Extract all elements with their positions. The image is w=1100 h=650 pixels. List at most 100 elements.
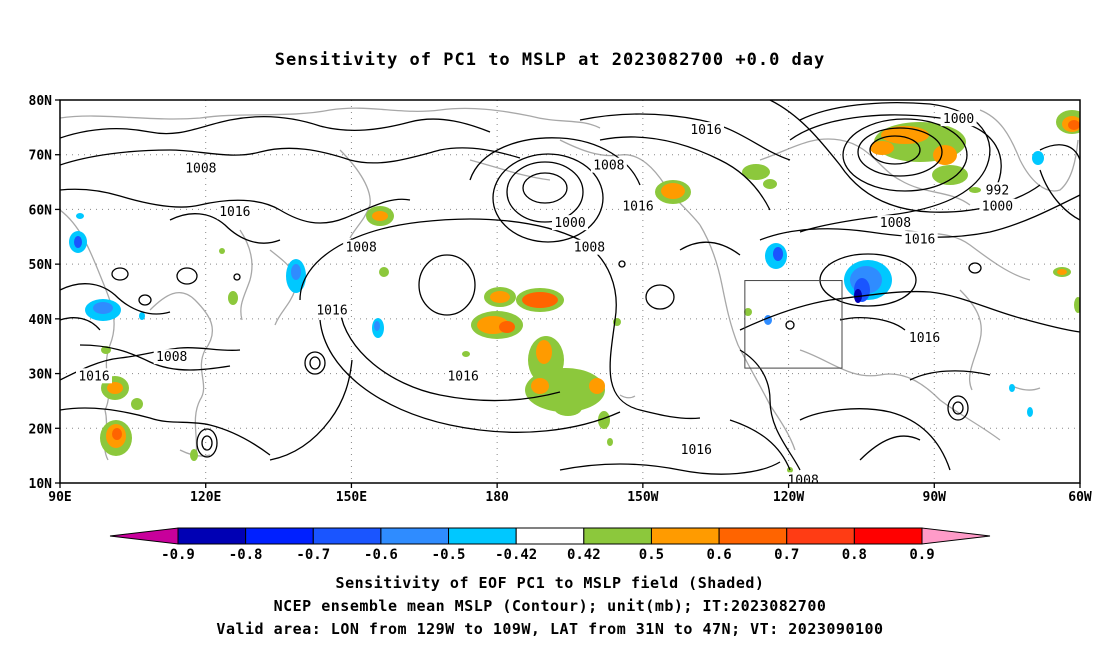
axis-ticks (55, 99, 1081, 488)
contour-label: 1016 (909, 331, 940, 346)
contour-label: 1016 (447, 369, 478, 384)
negative-sensitivity-region (773, 247, 783, 261)
colorbar-segment (177, 527, 247, 545)
colorbar-label: 0.8 (842, 547, 867, 563)
colorbar-label: 0.6 (706, 547, 731, 563)
contour-label-bg (590, 157, 627, 173)
colorbar-segment (718, 527, 788, 545)
colorbar-segment (786, 527, 855, 545)
contour-label: 1000 (943, 112, 974, 127)
lat-axis: 80N 70N 60N 50N 40N 30N 20N 10N (29, 94, 53, 492)
negative-sensitivity-region (1009, 384, 1015, 392)
negative-sensitivity-region (93, 302, 113, 314)
contour-label: 1016 (219, 205, 250, 220)
lat-tick-label: 80N (29, 94, 53, 109)
contour-label: 1008 (574, 241, 605, 256)
positive-sensitivity-region (661, 183, 685, 199)
lon-axis: 90E 120E 150E 180 150W 120W 90W 60W (48, 490, 1092, 505)
lon-tick-label: 60W (1068, 490, 1092, 505)
positive-sensitivity-region (536, 340, 552, 364)
lon-tick-label: 120W (773, 490, 804, 505)
lon-tick-label: 90W (923, 490, 947, 505)
colorbar-label: 0.5 (639, 547, 664, 563)
contour-label-bg (216, 204, 253, 220)
lon-tick-label: 90E (48, 490, 71, 505)
colorbar-segment (515, 527, 585, 545)
contour-label: 1008 (880, 216, 911, 231)
contour-label-bg (620, 198, 656, 214)
contour-label-bg (182, 160, 219, 176)
lat-tick-label: 50N (29, 258, 53, 273)
contour-label-bg (445, 368, 482, 384)
positive-sensitivity-region (589, 378, 605, 394)
caption-line-1: Sensitivity of EOF PC1 to MSLP field (Sh… (335, 574, 765, 592)
positive-sensitivity-region (499, 321, 515, 333)
positive-sensitivity-region (742, 164, 770, 180)
colorbar-segment (583, 527, 652, 545)
positive-sensitivity-region (490, 291, 510, 303)
lat-tick-label: 60N (29, 203, 53, 218)
negative-sensitivity-region (139, 312, 145, 320)
positive-sensitivity-region (112, 428, 122, 440)
contour-label: 992 (986, 183, 1009, 198)
lon-tick-label: 180 (485, 490, 509, 505)
map-title: Sensitivity of PC1 to MSLP at 2023082700… (274, 50, 826, 70)
lat-tick-label: 20N (29, 422, 53, 437)
caption-line-3: Valid area: LON from 129W to 109W, LAT f… (216, 620, 884, 638)
contour-label: 1000 (982, 200, 1013, 215)
lat-tick-label: 70N (29, 149, 53, 164)
contour-label-bg (785, 472, 822, 483)
contour-label-bg (877, 215, 914, 231)
lon-tick-label: 120E (190, 490, 221, 505)
contour-label-bg (678, 442, 715, 458)
positive-sensitivity-region (870, 141, 894, 155)
contour-label: 1016 (681, 443, 712, 458)
positive-sensitivity-region (522, 292, 558, 308)
contour-label-bg (571, 239, 608, 255)
contour-label-bg (76, 368, 112, 384)
colorbar-label: -0.42 (495, 547, 537, 563)
caption-line-2: NCEP ensemble mean MSLP (Contour); unit(… (273, 597, 827, 615)
positive-sensitivity-region (525, 368, 605, 412)
colorbar-left-tip (109, 527, 179, 545)
contour-label: 1008 (345, 241, 376, 256)
contour-label-bg (901, 231, 938, 247)
negative-sensitivity-region (74, 236, 82, 248)
positive-sensitivity-region (462, 351, 470, 357)
positive-sensitivity-region (607, 438, 613, 446)
positive-sensitivity-region (932, 165, 968, 185)
positive-sensitivity-region (531, 378, 549, 394)
negative-sensitivity-region (1032, 151, 1044, 165)
positive-sensitivity-region (1074, 297, 1080, 313)
contour-label-bg (552, 215, 588, 231)
contour-label: 1016 (78, 369, 109, 384)
colorbar-label: 0.9 (909, 547, 934, 563)
positive-sensitivity-region (763, 179, 777, 189)
negative-sensitivity-region (291, 264, 301, 280)
colorbar-label: -0.8 (229, 547, 263, 563)
positive-sensitivity-region (1068, 120, 1080, 130)
negative-sensitivity-region (76, 213, 84, 219)
colorbar-segment (853, 527, 923, 545)
positive-sensitivity-region (131, 398, 143, 410)
positive-sensitivity-region (554, 400, 582, 416)
sensitivity-shading (69, 110, 1080, 473)
positive-sensitivity-region (969, 187, 981, 193)
contour-label: 1016 (690, 123, 721, 138)
mslp-contours (60, 100, 1080, 475)
contour-label-bg (153, 349, 190, 365)
colorbar-label: -0.9 (161, 547, 195, 563)
contour-label-bg (979, 198, 1016, 214)
positive-sensitivity-region (1057, 269, 1067, 275)
contour-label-bg (983, 182, 1012, 198)
colorbar-label: -0.6 (364, 547, 398, 563)
contour-label: 1016 (622, 200, 653, 215)
contour-label-bg (688, 122, 724, 138)
colorbar-label: -0.5 (432, 547, 466, 563)
contour-label-bg (343, 239, 380, 255)
positive-sensitivity-region (744, 308, 752, 316)
contour-label: 1000 (554, 216, 585, 231)
colorbar-label: 0.42 (567, 547, 601, 563)
positive-sensitivity-region (372, 211, 388, 221)
